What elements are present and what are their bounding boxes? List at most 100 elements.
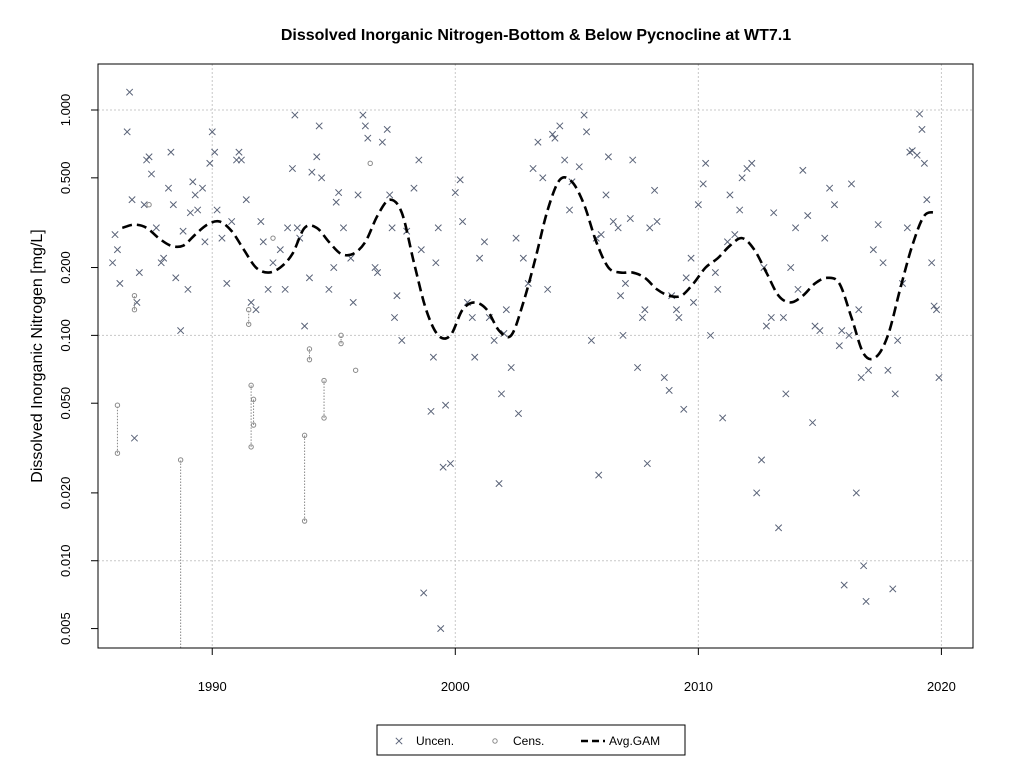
uncensored-point-106 — [502, 306, 510, 314]
uncensored-point-15 — [157, 259, 165, 267]
uncensored-point-23 — [184, 285, 192, 293]
uncensored-point-57 — [313, 153, 321, 161]
uncensored-point-140 — [641, 306, 649, 314]
uncensored-point-187 — [830, 201, 839, 209]
uncensored-point-207 — [903, 224, 911, 232]
uncensored-point-44 — [259, 238, 267, 246]
legend-label-gam: Avg.GAM — [609, 734, 660, 748]
uncensored-point-192 — [847, 180, 856, 188]
uncensored-point-148 — [672, 306, 681, 314]
uncensored-point-118 — [556, 122, 564, 130]
uncensored-point-146 — [665, 386, 673, 394]
uncensored-point-134 — [619, 331, 627, 339]
uncensored-point-38 — [235, 148, 243, 156]
y-tick-label-5: 0.200 — [58, 251, 73, 284]
uncensored-point-88 — [434, 224, 442, 232]
uncensored-point-197 — [862, 597, 870, 605]
uncensored-point-32 — [211, 148, 219, 156]
censored-point-low-7 — [301, 518, 308, 524]
uncensored-point-97 — [468, 313, 476, 322]
uncensored-point-182 — [809, 419, 817, 427]
uncensored-point-60 — [325, 285, 333, 293]
uncensored-point-195 — [857, 373, 865, 382]
uncensored-point-163 — [731, 231, 739, 239]
uncensored-point-93 — [451, 189, 459, 197]
censored-point-low-4 — [245, 321, 252, 327]
uncensored-point-6 — [128, 196, 136, 204]
uncensored-point-68 — [359, 111, 367, 119]
uncensored-point-128 — [597, 231, 605, 239]
uncensored-point-130 — [604, 153, 612, 161]
uncensored-point-156 — [702, 159, 710, 167]
uncensored-point-71 — [371, 263, 379, 272]
uncensored-point-5 — [126, 88, 134, 96]
uncensored-point-110 — [519, 254, 527, 262]
data-layer — [109, 88, 943, 648]
censored-point-high-2 — [146, 202, 152, 208]
uncensored-point-171 — [762, 322, 770, 330]
uncensored-point-54 — [301, 322, 309, 330]
censored-point-high-3 — [177, 457, 184, 463]
uncensored-point-103 — [495, 480, 503, 488]
y-tick-label-1: 0.010 — [58, 544, 73, 577]
uncensored-point-123 — [580, 111, 588, 119]
uncensored-point-73 — [378, 138, 386, 146]
uncensored-point-178 — [792, 224, 800, 232]
uncensored-point-179 — [794, 285, 802, 293]
uncensored-point-20 — [172, 274, 180, 282]
uncensored-point-153 — [689, 298, 698, 306]
uncensored-point-47 — [276, 246, 284, 254]
uncensored-point-52 — [293, 224, 301, 232]
uncensored-point-3 — [116, 279, 124, 287]
uncensored-point-210 — [913, 151, 921, 159]
uncensored-point-24 — [186, 209, 194, 217]
uncensored-point-35 — [223, 279, 231, 287]
grid — [98, 64, 973, 648]
uncensored-point-205 — [894, 336, 902, 344]
uncensored-point-77 — [390, 313, 399, 322]
uncensored-point-40 — [242, 196, 250, 204]
uncensored-point-100 — [480, 238, 489, 246]
uncensored-point-186 — [826, 184, 834, 192]
uncensored-point-114 — [539, 174, 547, 182]
legend: Uncen. Cens. Avg.GAM — [376, 724, 686, 756]
uncensored-point-159 — [714, 285, 722, 293]
uncensored-point-113 — [534, 138, 542, 146]
censored-point-low-5 — [248, 444, 254, 450]
uncensored-point-86 — [429, 353, 437, 361]
uncensored-point-189 — [838, 327, 846, 335]
uncensored-point-36 — [228, 217, 236, 226]
uncensored-point-29 — [201, 238, 209, 246]
uncensored-point-95 — [459, 217, 467, 226]
censored-point-high-6 — [250, 396, 257, 403]
uncensored-point-82 — [415, 156, 423, 164]
uncensored-point-202 — [884, 366, 892, 374]
uncensored-point-137 — [629, 156, 637, 164]
uncensored-point-67 — [354, 191, 362, 199]
uncensored-point-216 — [930, 302, 938, 310]
uncensored-point-41 — [247, 298, 255, 306]
uncensored-point-149 — [675, 313, 683, 322]
uncensored-point-75 — [386, 191, 394, 199]
x-tick-label-3: 2020 — [927, 679, 956, 694]
uncensored-point-21 — [177, 327, 185, 335]
uncensored-point-212 — [918, 125, 926, 133]
uncensored-point-161 — [723, 238, 732, 246]
axes: 1990 2000 2010 2020 0.005 0.010 0.020 0.050 0.10… — [58, 94, 956, 694]
uncensored-point-165 — [738, 174, 746, 182]
uncensored-point-177 — [787, 263, 795, 272]
uncensored-point-62 — [332, 198, 340, 206]
uncensored-point-181 — [804, 212, 812, 220]
censored-point-high-5 — [248, 382, 254, 389]
uncensored-point-76 — [388, 224, 396, 232]
uncensored-point-124 — [582, 128, 591, 136]
uncensored-point-173 — [770, 209, 778, 217]
uncensored-point-85 — [427, 407, 435, 415]
uncensored-point-133 — [617, 292, 625, 300]
uncensored-point-162 — [726, 191, 734, 199]
uncensored-point-125 — [587, 336, 595, 344]
censored-point-high-8 — [306, 346, 313, 352]
y-tick-label-0: 0.005 — [58, 612, 73, 645]
uncensored-point-19 — [169, 201, 177, 209]
uncensored-point-69 — [361, 122, 369, 130]
